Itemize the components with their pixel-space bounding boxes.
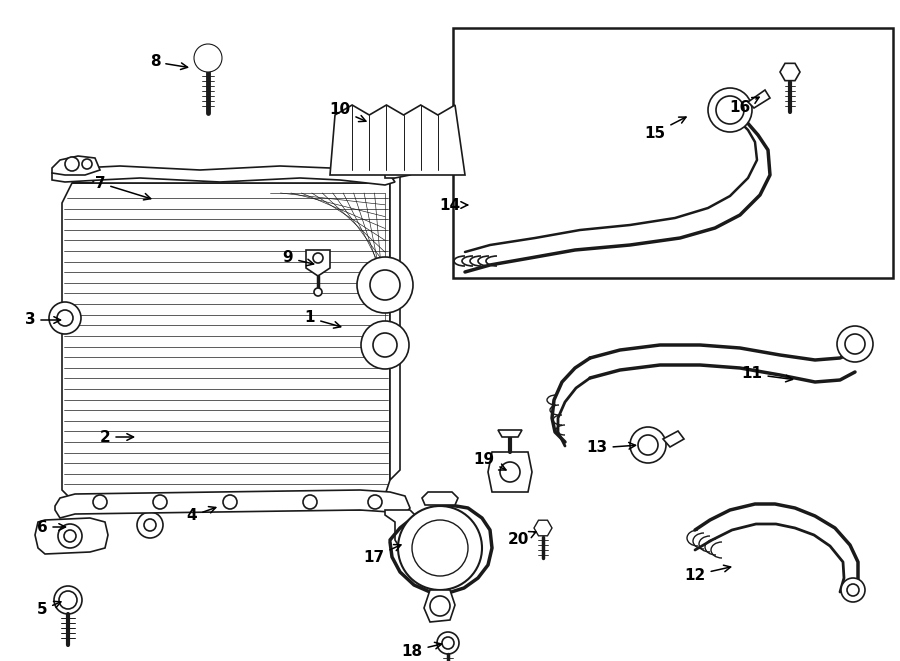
Circle shape — [153, 495, 167, 509]
Circle shape — [137, 512, 163, 538]
Circle shape — [841, 578, 865, 602]
Polygon shape — [62, 183, 390, 510]
Circle shape — [194, 44, 222, 72]
Circle shape — [357, 257, 413, 313]
Polygon shape — [498, 430, 522, 437]
Circle shape — [313, 253, 323, 263]
Circle shape — [57, 310, 73, 326]
Text: 9: 9 — [283, 251, 313, 266]
Text: 15: 15 — [644, 117, 686, 141]
Circle shape — [314, 288, 322, 296]
Circle shape — [54, 586, 82, 614]
Text: 5: 5 — [37, 602, 61, 617]
Polygon shape — [35, 518, 108, 554]
Text: 13: 13 — [587, 440, 635, 455]
Polygon shape — [385, 510, 420, 550]
Circle shape — [708, 88, 752, 132]
Text: 14: 14 — [439, 198, 467, 212]
Text: 2: 2 — [100, 430, 133, 444]
Circle shape — [500, 462, 520, 482]
Circle shape — [49, 302, 81, 334]
Circle shape — [716, 96, 744, 124]
Text: 3: 3 — [24, 313, 60, 327]
Circle shape — [398, 506, 482, 590]
Text: 10: 10 — [329, 102, 366, 122]
Circle shape — [361, 321, 409, 369]
Bar — [453, 28, 893, 278]
Polygon shape — [390, 171, 400, 480]
Circle shape — [847, 584, 859, 596]
Polygon shape — [748, 90, 770, 108]
Text: 19: 19 — [473, 451, 506, 470]
Text: 18: 18 — [401, 642, 442, 658]
Circle shape — [93, 495, 107, 509]
Circle shape — [59, 591, 77, 609]
Polygon shape — [330, 105, 465, 175]
Polygon shape — [52, 156, 100, 175]
Circle shape — [223, 495, 237, 509]
Polygon shape — [422, 492, 458, 505]
Circle shape — [638, 435, 658, 455]
Polygon shape — [424, 590, 455, 622]
Polygon shape — [72, 171, 400, 183]
Polygon shape — [52, 166, 395, 185]
Text: 17: 17 — [364, 545, 400, 564]
Polygon shape — [663, 431, 684, 447]
Circle shape — [58, 524, 82, 548]
Circle shape — [82, 159, 92, 169]
Text: 7: 7 — [94, 176, 150, 200]
Circle shape — [144, 519, 156, 531]
Text: 4: 4 — [186, 506, 216, 524]
Circle shape — [437, 632, 459, 654]
Circle shape — [442, 637, 454, 649]
Text: 6: 6 — [37, 520, 66, 535]
Circle shape — [303, 495, 317, 509]
Circle shape — [373, 333, 397, 357]
Text: 11: 11 — [742, 366, 793, 382]
Circle shape — [370, 270, 400, 300]
Text: 20: 20 — [508, 531, 536, 547]
Polygon shape — [55, 490, 410, 518]
Circle shape — [412, 520, 468, 576]
Polygon shape — [385, 155, 425, 178]
Circle shape — [630, 427, 666, 463]
Circle shape — [64, 530, 76, 542]
Circle shape — [837, 326, 873, 362]
Text: 1: 1 — [305, 311, 341, 328]
Circle shape — [430, 596, 450, 616]
Polygon shape — [488, 452, 532, 492]
Text: 8: 8 — [149, 54, 187, 69]
Polygon shape — [306, 250, 330, 276]
Circle shape — [368, 495, 382, 509]
Text: 16: 16 — [729, 97, 759, 116]
Text: 12: 12 — [684, 565, 731, 582]
Circle shape — [845, 334, 865, 354]
Circle shape — [65, 157, 79, 171]
